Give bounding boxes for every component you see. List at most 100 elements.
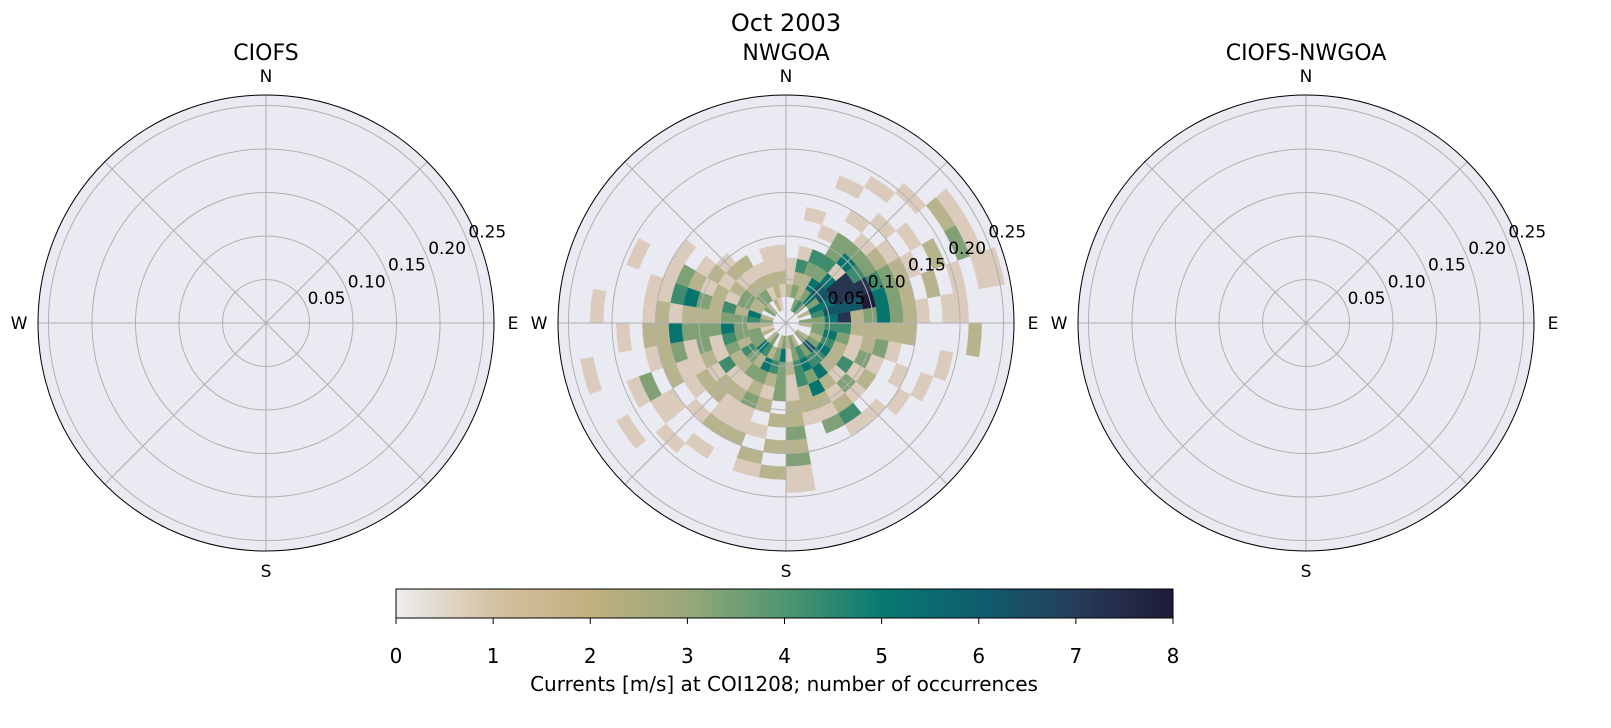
histogram-cell — [580, 356, 603, 395]
histogram-cell — [694, 322, 710, 340]
direction-label-n: N — [780, 67, 793, 87]
histogram-cell — [763, 438, 787, 454]
radial-tick-label: 0.05 — [828, 289, 866, 309]
histogram-cell — [888, 302, 904, 324]
angular-gridline — [104, 322, 267, 485]
histogram-cell — [785, 438, 809, 454]
angular-gridline — [1144, 322, 1307, 485]
histogram-cell — [758, 464, 787, 480]
radial-tick-label: 0.15 — [908, 256, 946, 276]
colorbar-tick-label: 6 — [972, 644, 985, 668]
angular-gridline — [104, 161, 267, 324]
colorbar-tick-label: 1 — [487, 644, 500, 668]
colorbar-tick-label: 5 — [875, 644, 888, 668]
histogram-cell — [616, 322, 632, 353]
colorbar-tick-label: 7 — [1070, 644, 1083, 668]
colorbar-tick-label: 2 — [584, 644, 597, 668]
histogram-cell — [888, 322, 904, 344]
histogram-cell — [785, 464, 814, 480]
histogram-cell — [735, 254, 754, 274]
colorbar: 0 1 2 3 4 5 6 7 8 Currents [m/s] at COI1208; num… — [390, 588, 1180, 696]
polar-frame — [557, 94, 1015, 552]
colorbar-label: Currents [m/s] at COI1208; number of occ… — [530, 672, 1038, 696]
angular-gridline — [265, 322, 428, 485]
histogram-cell — [681, 322, 697, 342]
panel-title: CIOFS — [233, 41, 298, 66]
radial-tick-label: 0.05 — [1348, 289, 1386, 309]
radial-tick-label: 0.15 — [388, 256, 426, 276]
histogram-cell — [785, 412, 805, 428]
colorbar-gradient — [395, 588, 1174, 619]
polar-panel-ciofs: 0.050.100.150.200.25 N S E W CIOFS — [11, 41, 519, 582]
radial-tick-label: 0.10 — [1388, 272, 1426, 292]
polar-panel-ciofs-nwgoa: 0.050.100.150.200.25 N S E W CIOFS-NWGOA — [1051, 41, 1559, 582]
histogram-cell — [695, 255, 717, 278]
direction-label-n: N — [1300, 67, 1313, 87]
histogram-cell — [785, 477, 816, 493]
radial-tick-label: 0.25 — [468, 222, 506, 242]
histogram-cell — [875, 322, 891, 342]
radial-tick-label: 0.10 — [348, 272, 386, 292]
histogram-cell — [965, 322, 982, 358]
direction-label-s: S — [781, 562, 792, 582]
histogram-cell — [862, 306, 878, 324]
polar-panel-nwgoa: 0.050.100.150.200.25 N S E W NWGOA — [531, 41, 1039, 582]
histogram-cell — [850, 309, 865, 324]
histogram-cell — [901, 300, 917, 324]
angular-gridline — [624, 161, 787, 324]
histogram-cell — [940, 293, 956, 324]
direction-label-e: E — [1028, 314, 1039, 334]
colorbar-tick-label: 3 — [681, 644, 694, 668]
direction-label-s: S — [261, 562, 272, 582]
histogram-cell — [785, 425, 807, 441]
histogram-cell — [803, 207, 827, 226]
direction-label-w: W — [1051, 314, 1068, 334]
histogram-cell — [707, 322, 722, 337]
histogram-cell — [910, 371, 934, 402]
radial-tick-label: 0.25 — [988, 222, 1026, 242]
direction-label-s: S — [1301, 562, 1312, 582]
histogram-cell — [732, 457, 762, 478]
angular-gridline — [785, 161, 948, 324]
radial-tick-label: 0.15 — [1428, 256, 1466, 276]
histogram-cell — [933, 350, 954, 382]
radial-tick-label: 0.10 — [868, 272, 906, 292]
radial-tick-label: 0.05 — [308, 289, 346, 309]
histogram-cell — [862, 322, 878, 340]
panel-title: NWGOA — [742, 41, 829, 66]
histogram-cell — [785, 399, 803, 415]
panel-title: CIOFS-NWGOA — [1226, 41, 1387, 66]
angular-gridline — [1144, 161, 1307, 324]
histogram-cell — [875, 304, 891, 324]
histogram-cell — [694, 306, 710, 324]
histogram-cell — [668, 322, 684, 344]
angular-gridline — [785, 322, 948, 485]
colorbar-tick-label: 0 — [390, 644, 403, 668]
radial-tick-label: 0.20 — [1468, 239, 1506, 259]
angular-gridline — [1305, 161, 1468, 324]
direction-label-e: E — [1548, 314, 1559, 334]
angular-gridline — [1305, 322, 1468, 485]
histogram-cell — [590, 288, 607, 324]
direction-label-w: W — [531, 314, 548, 334]
histogram-cell — [626, 376, 651, 409]
polar-frame — [37, 94, 495, 552]
direction-label-e: E — [508, 314, 519, 334]
histogram-cell — [681, 304, 697, 324]
angular-gridline — [265, 161, 428, 324]
histogram-cell — [785, 387, 800, 402]
radial-tick-label: 0.25 — [1508, 222, 1546, 242]
direction-label-n: N — [260, 67, 273, 87]
histogram-cell — [772, 244, 787, 259]
figure-title: Oct 2003 — [731, 9, 841, 37]
histogram-cell — [626, 237, 651, 270]
radial-tick-label: 0.20 — [948, 239, 986, 259]
histogram-cell — [655, 322, 671, 346]
colorbar-tick-label: 4 — [778, 644, 791, 668]
histogram-cell — [901, 322, 917, 346]
histogram-cell — [616, 414, 647, 450]
histogram-cell — [668, 302, 684, 324]
histogram-cell — [821, 413, 845, 434]
colorbar-tick-label: 8 — [1167, 644, 1180, 668]
